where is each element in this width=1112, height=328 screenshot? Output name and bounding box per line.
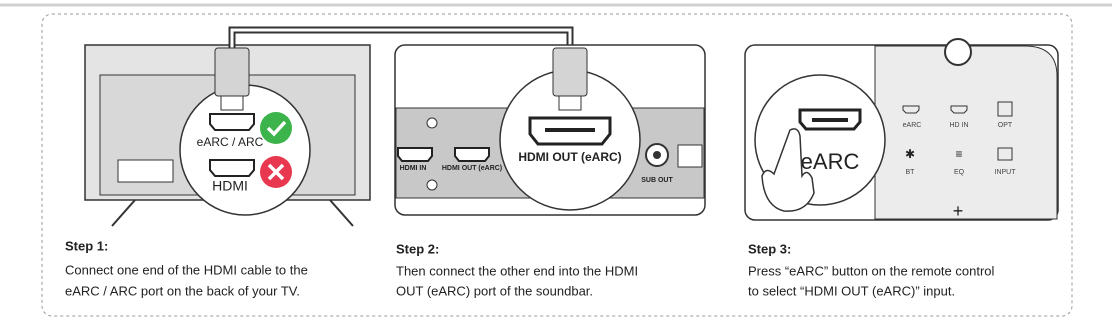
icon-pins xyxy=(812,118,848,122)
earc-icon xyxy=(902,105,920,114)
remote-label: EQ xyxy=(954,169,965,176)
step-text: OUT (eARC) port of the soundbar. xyxy=(396,283,593,298)
plus-icon: + xyxy=(953,201,964,221)
input-icon xyxy=(997,147,1013,161)
callout-circle xyxy=(179,84,311,216)
sub-out-jack xyxy=(653,151,661,159)
bt-icon: ✱ xyxy=(905,147,915,161)
step-title: Step 1: xyxy=(65,238,108,253)
check-icon xyxy=(260,112,292,144)
hdmi-port-icon xyxy=(209,113,255,131)
step-text: eARC / ARC port on the back of your TV. xyxy=(65,283,300,298)
hdin-icon xyxy=(950,105,968,114)
step-text: to select “HDMI OUT (eARC)” input. xyxy=(748,283,955,298)
finger xyxy=(761,128,815,212)
remote-label: BT xyxy=(906,169,916,176)
port-label: HDMI OUT (eARC) xyxy=(518,150,621,164)
dashed-frame xyxy=(41,13,1073,317)
hdmi-plug-tip xyxy=(558,95,582,111)
button-label: eARC xyxy=(801,149,860,174)
hdmi-plug-tip xyxy=(220,95,244,111)
cross-mark xyxy=(267,163,285,181)
check-mark xyxy=(266,120,287,137)
hdmi-port-pins xyxy=(545,128,595,132)
power-button xyxy=(944,38,972,66)
remote-body xyxy=(874,45,1058,220)
hdmi-plug xyxy=(214,47,250,97)
eq-icon: ≡ xyxy=(955,147,962,161)
hdmi-port-icon xyxy=(397,147,433,162)
port-label: HDMI OUT (eARC) xyxy=(442,165,502,172)
hdmi-port-icon xyxy=(454,147,490,162)
remote-label: HD IN xyxy=(949,122,968,129)
port-label: HDMI xyxy=(212,178,248,194)
hdmi-cable xyxy=(230,28,572,50)
hdmi-port-icon xyxy=(209,159,255,177)
remote-label: INPUT xyxy=(995,169,1017,176)
remote-label: eARC xyxy=(903,122,922,129)
port-label: HDMI IN xyxy=(400,165,427,172)
step-text: Then connect the other end into the HDMI xyxy=(396,263,638,278)
opt-icon xyxy=(997,101,1013,117)
power-socket xyxy=(677,144,703,168)
screw xyxy=(426,117,438,129)
step-title: Step 2: xyxy=(396,241,439,256)
step-text: Connect one end of the HDMI cable to the xyxy=(65,262,308,277)
hdmi-plug xyxy=(552,47,588,97)
port-label: eARC / ARC xyxy=(197,135,264,149)
port-label: SUB OUT xyxy=(641,177,673,184)
remote-label: OPT xyxy=(998,122,1013,129)
step-text: Press “eARC” button on the remote contro… xyxy=(748,263,995,278)
tv-stand xyxy=(111,199,136,227)
step-title: Step 3: xyxy=(748,241,791,256)
screw xyxy=(426,179,438,191)
tv-port-box xyxy=(117,159,174,183)
tv-stand xyxy=(329,199,354,227)
